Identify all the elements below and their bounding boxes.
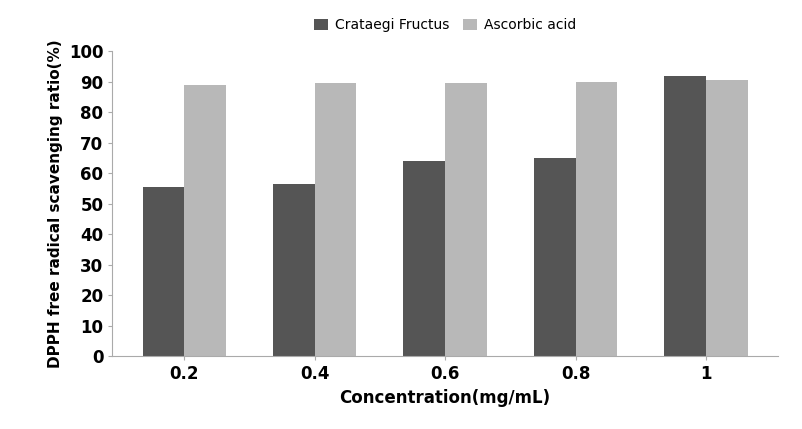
Bar (664, 76, 706, 356)
Bar (403, 161, 445, 356)
Bar (143, 187, 184, 356)
Bar (706, 80, 747, 356)
Bar (576, 82, 618, 356)
Y-axis label: DPPH free radical scavenging ratio(%): DPPH free radical scavenging ratio(%) (48, 39, 63, 368)
Bar (273, 184, 314, 356)
Bar (314, 84, 356, 356)
X-axis label: Concentration(mg/mL): Concentration(mg/mL) (339, 389, 551, 407)
Bar (445, 84, 487, 356)
Legend: Crataegi Fructus, Ascorbic acid: Crataegi Fructus, Ascorbic acid (309, 13, 581, 38)
Bar (184, 85, 226, 356)
Bar (534, 158, 576, 356)
